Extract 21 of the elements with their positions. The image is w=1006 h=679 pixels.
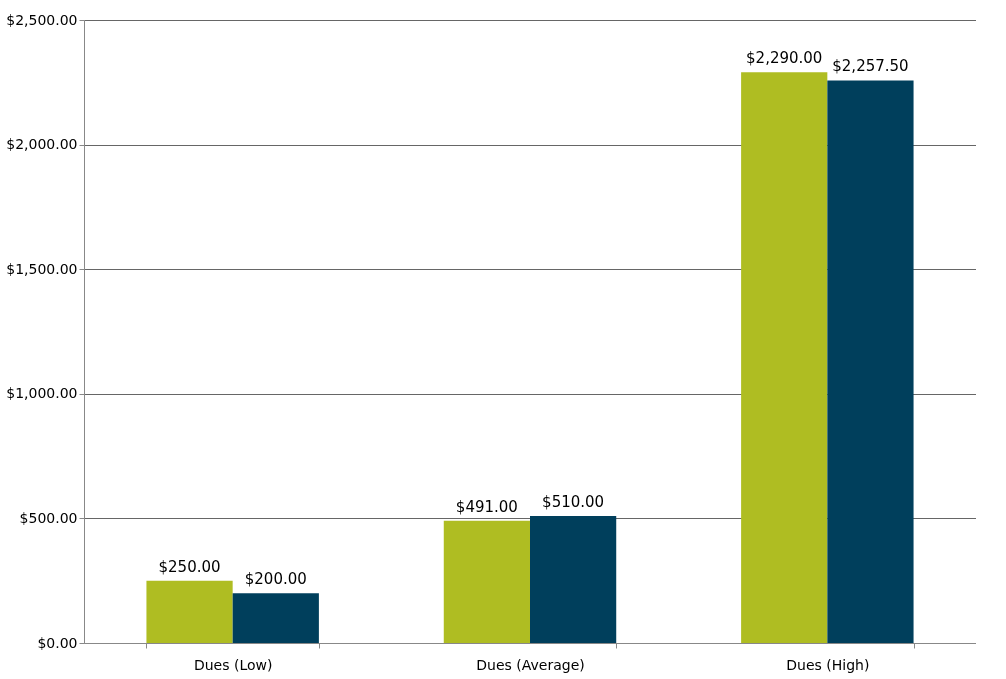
data-label: $2,257.50 <box>832 57 909 76</box>
bar <box>232 593 319 643</box>
data-label: $491.00 <box>455 497 518 516</box>
x-tick-label: Dues (Average) <box>476 656 585 673</box>
bar <box>146 580 233 643</box>
data-label: $2,290.00 <box>746 49 823 68</box>
y-tick-label: $2,500.00 <box>6 11 78 28</box>
y-tick-label: $2,000.00 <box>6 136 78 153</box>
x-tick-label: Dues (Low) <box>193 656 273 673</box>
data-label: $200.00 <box>244 570 307 589</box>
data-label: $250.00 <box>158 557 221 576</box>
y-tick-label: $0.00 <box>37 634 78 651</box>
bar <box>443 520 530 643</box>
bar <box>530 515 617 643</box>
y-tick-label: $500.00 <box>19 509 78 526</box>
x-tick-label: Dues (High) <box>786 656 870 673</box>
y-tick-label: $1,500.00 <box>6 260 78 277</box>
data-label: $510.00 <box>542 492 605 511</box>
bar <box>741 72 828 643</box>
bar <box>827 80 914 643</box>
y-tick-label: $1,000.00 <box>6 385 78 402</box>
